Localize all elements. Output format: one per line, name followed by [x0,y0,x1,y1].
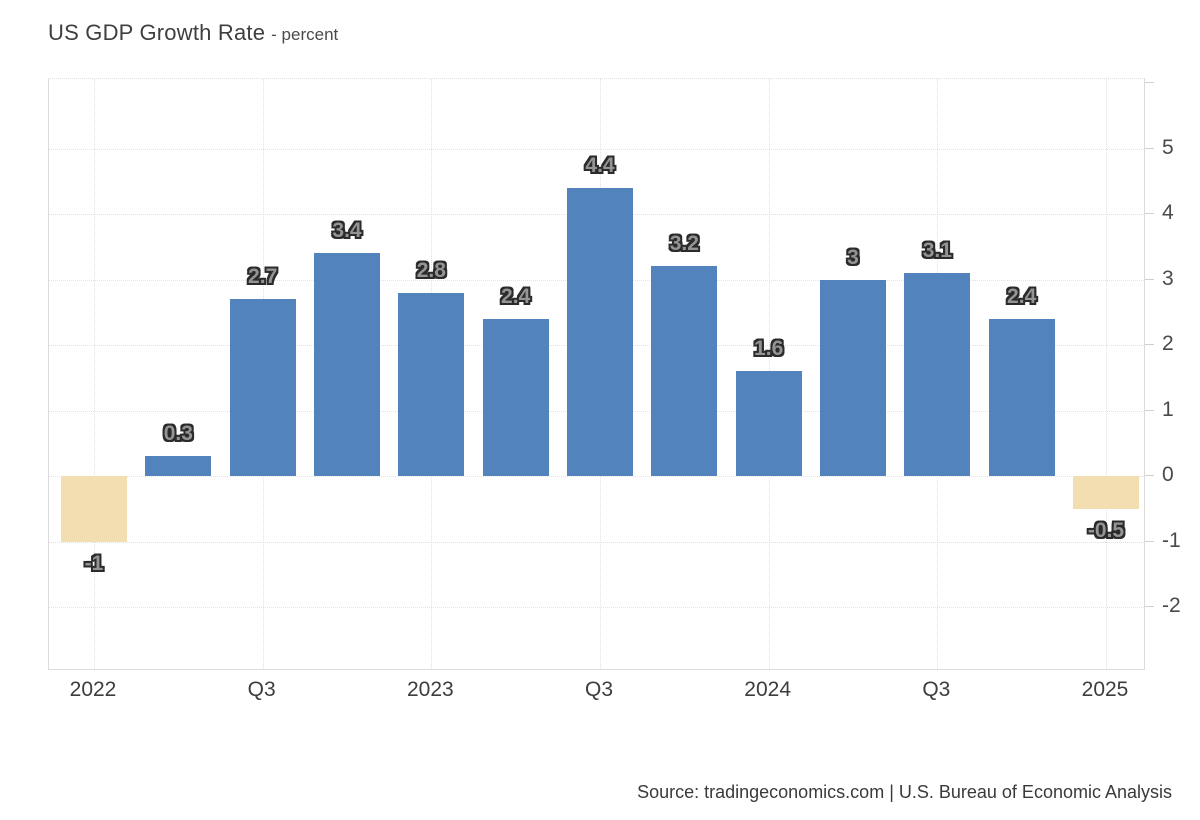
x-axis-label: Q3 [922,678,951,701]
y-axis-label: 4 [1162,201,1174,224]
y-axis-label: 3 [1162,266,1174,290]
bar-value-label: 2.8 [416,258,446,282]
bar-value-label: 3.2 [669,232,699,256]
x-axis-label: 2022 [69,678,117,701]
gdp-bar[interactable] [904,272,971,476]
bar-value-label: 3 [847,245,859,269]
bar-value-label: -0.5 [1087,518,1125,542]
plot-area: -1 0.3 2.7 3.4 2.8 2.4 4.4 3.2 1.6 3 3.1 2.4 -0.5 [48,78,1145,670]
horizontal-gridline [49,607,1144,608]
y-axis-tick [1145,278,1154,280]
x-axis-label: 2023 [406,678,454,701]
y-axis-label: -2 [1162,594,1181,617]
y-axis-tick [1145,606,1154,607]
gdp-bar[interactable] [482,318,549,476]
horizontal-gridline [49,541,1144,543]
gdp-bar[interactable] [567,187,633,476]
gdp-bar[interactable] [820,279,886,476]
chart-title-text: US GDP Growth Rate [48,20,266,45]
y-axis-tick [1145,409,1154,411]
x-axis-label: 2025 [1081,678,1129,701]
bar-value-label: 3.4 [332,219,362,243]
bar-value-label: -1 [84,551,104,575]
gdp-bar[interactable] [988,318,1055,476]
gdp-bar[interactable] [145,456,212,476]
x-axis-label: Q3 [247,678,276,701]
vertical-gridline [94,79,95,669]
x-axis-label: Q3 [584,678,614,701]
vertical-gridline [1106,79,1107,669]
y-axis-tick [1145,213,1154,214]
y-axis-tick [1145,147,1154,149]
gdp-bar[interactable] [1073,476,1139,509]
gdp-bar[interactable] [229,299,296,476]
y-axis-label: 0 [1162,463,1174,486]
gdp-bar[interactable] [61,476,127,542]
bar-value-label: 3.1 [922,238,952,262]
bar-value-label: 0.3 [163,422,193,446]
y-axis-label: 1 [1162,397,1174,421]
bar-value-label: 2.7 [248,265,278,289]
y-axis-label: 5 [1162,135,1174,159]
x-axis-label: 2024 [744,678,792,701]
gdp-bar[interactable] [651,266,718,476]
bar-value-label: 1.6 [754,337,784,361]
bar-value-label: 2.4 [501,284,531,308]
y-axis-tick [1145,344,1154,345]
bar-value-label: 4.4 [585,153,615,177]
y-axis-tick [1145,82,1154,83]
y-axis-label: 2 [1162,332,1174,355]
chart-title: US GDP Growth Rate - percent [48,20,338,46]
gdp-bar[interactable] [735,371,802,476]
horizontal-gridline [49,476,1144,477]
gdp-bar[interactable] [314,253,380,476]
gdp-bar[interactable] [398,292,465,476]
bar-value-label: 2.4 [1007,284,1037,308]
source-attribution: Source: tradingeconomics.com | U.S. Bure… [637,782,1172,802]
y-axis-tick [1145,475,1154,476]
y-axis-label: -1 [1162,528,1181,552]
horizontal-gridline [49,148,1144,150]
y-axis-tick [1145,540,1154,542]
chart-subtitle-text: - percent [271,25,339,44]
